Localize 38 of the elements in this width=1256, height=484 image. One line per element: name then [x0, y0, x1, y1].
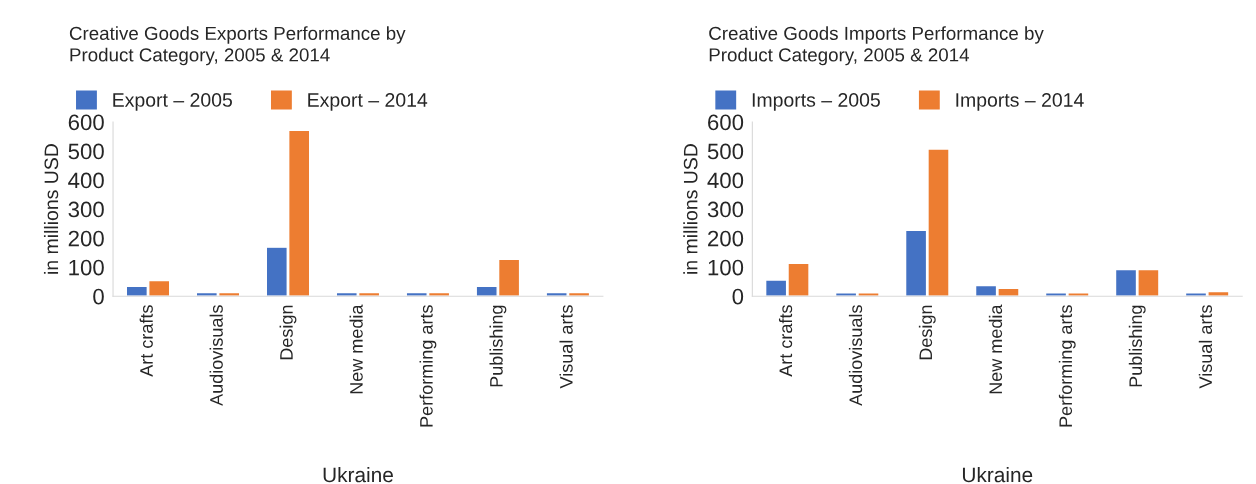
- y-tick-label: 100: [69, 259, 104, 276]
- x-tick-label: Performing arts: [419, 305, 437, 427]
- y-tick-label: 200: [708, 230, 744, 247]
- x-tick-label: Art crafts: [778, 305, 793, 377]
- y-tick-label: 300: [68, 201, 104, 218]
- y-axis-title: in millions USD: [683, 144, 698, 274]
- y-tick-label: 200: [68, 230, 104, 247]
- x-tick-label: Art crafts: [139, 305, 153, 377]
- y-tick-label: 500: [68, 143, 104, 160]
- y-tick-label: 600: [708, 114, 744, 131]
- chart-title: Creative Goods Exports Performance by Product Category, 2005 & 2014: [69, 26, 406, 66]
- x-tick-label: Visual arts: [1198, 305, 1213, 389]
- y-tick-label: 400: [707, 172, 744, 189]
- legend-label: Export – 2005: [113, 93, 232, 111]
- x-axis-title: Ukraine: [962, 466, 1033, 483]
- y-tick-label: 400: [68, 172, 104, 189]
- x-axis-title: Ukraine: [323, 466, 393, 483]
- x-tick-label: New media: [349, 304, 363, 394]
- y-tick-label: 600: [68, 114, 104, 131]
- y-axis-title: in millions USD: [43, 144, 59, 274]
- x-tick-label: Audiovisuals: [209, 305, 223, 406]
- x-tick-label: Design: [918, 305, 936, 360]
- y-tick-label: 0: [93, 288, 104, 305]
- y-tick-label: 0: [732, 288, 744, 305]
- x-tick-label: Performing arts: [1058, 305, 1076, 427]
- x-tick-label: Publishing: [1128, 305, 1146, 387]
- legend-label: Imports – 2005: [752, 93, 880, 111]
- y-tick-label: 300: [707, 201, 744, 218]
- x-tick-label: Audiovisuals: [848, 305, 863, 406]
- y-tick-label: 500: [707, 143, 744, 160]
- x-tick-label: Design: [279, 305, 297, 360]
- x-tick-label: New media: [988, 304, 1003, 394]
- legend-label: Export – 2014: [308, 93, 428, 111]
- legend-label: Imports – 2014: [956, 93, 1084, 111]
- x-tick-label: Publishing: [489, 305, 507, 387]
- chart-title: Creative Goods Imports Performance by Product Category, 2005 & 2014: [709, 26, 1044, 66]
- y-tick-label: 100: [708, 259, 744, 276]
- x-tick-label: Visual arts: [559, 305, 573, 389]
